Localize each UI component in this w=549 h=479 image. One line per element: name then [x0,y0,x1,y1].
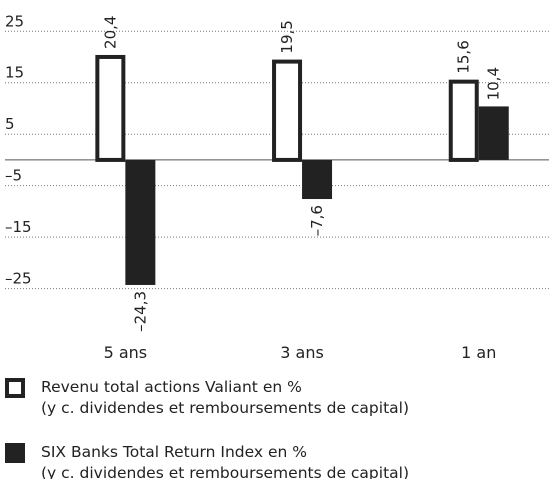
y-tick-label: –25 [5,270,32,288]
value-label: 19,5 [278,20,296,53]
x-tick-label: 5 ans [104,343,148,362]
bar [302,159,333,200]
value-label: 20,4 [101,16,119,49]
y-tick-label: 15 [5,64,24,82]
bar [478,106,509,160]
value-label: –24,3 [131,291,149,332]
bar [125,159,156,285]
x-tick-label: 3 ans [280,343,324,362]
y-tick-label: 25 [5,12,24,30]
legend-label: Revenu total actions Valiant en % [41,378,302,396]
y-tick-label: 5 [5,115,15,133]
x-tick-label: 1 an [461,343,496,362]
legend-swatch [5,378,25,398]
bar [272,59,303,162]
legend-swatch [5,443,25,463]
legend-label: SIX Banks Total Return Index en % [41,443,307,461]
legend-description: (y c. dividendes et remboursements de ca… [41,464,409,479]
y-tick-label: –5 [5,167,22,185]
value-label: –7,6 [308,205,326,236]
y-tick-label: –15 [5,218,32,236]
value-label: 10,4 [485,67,503,100]
value-label: 15,6 [455,40,473,73]
bar [448,79,479,162]
bar [95,54,126,162]
legend-description: (y c. dividendes et remboursements de ca… [41,399,409,417]
